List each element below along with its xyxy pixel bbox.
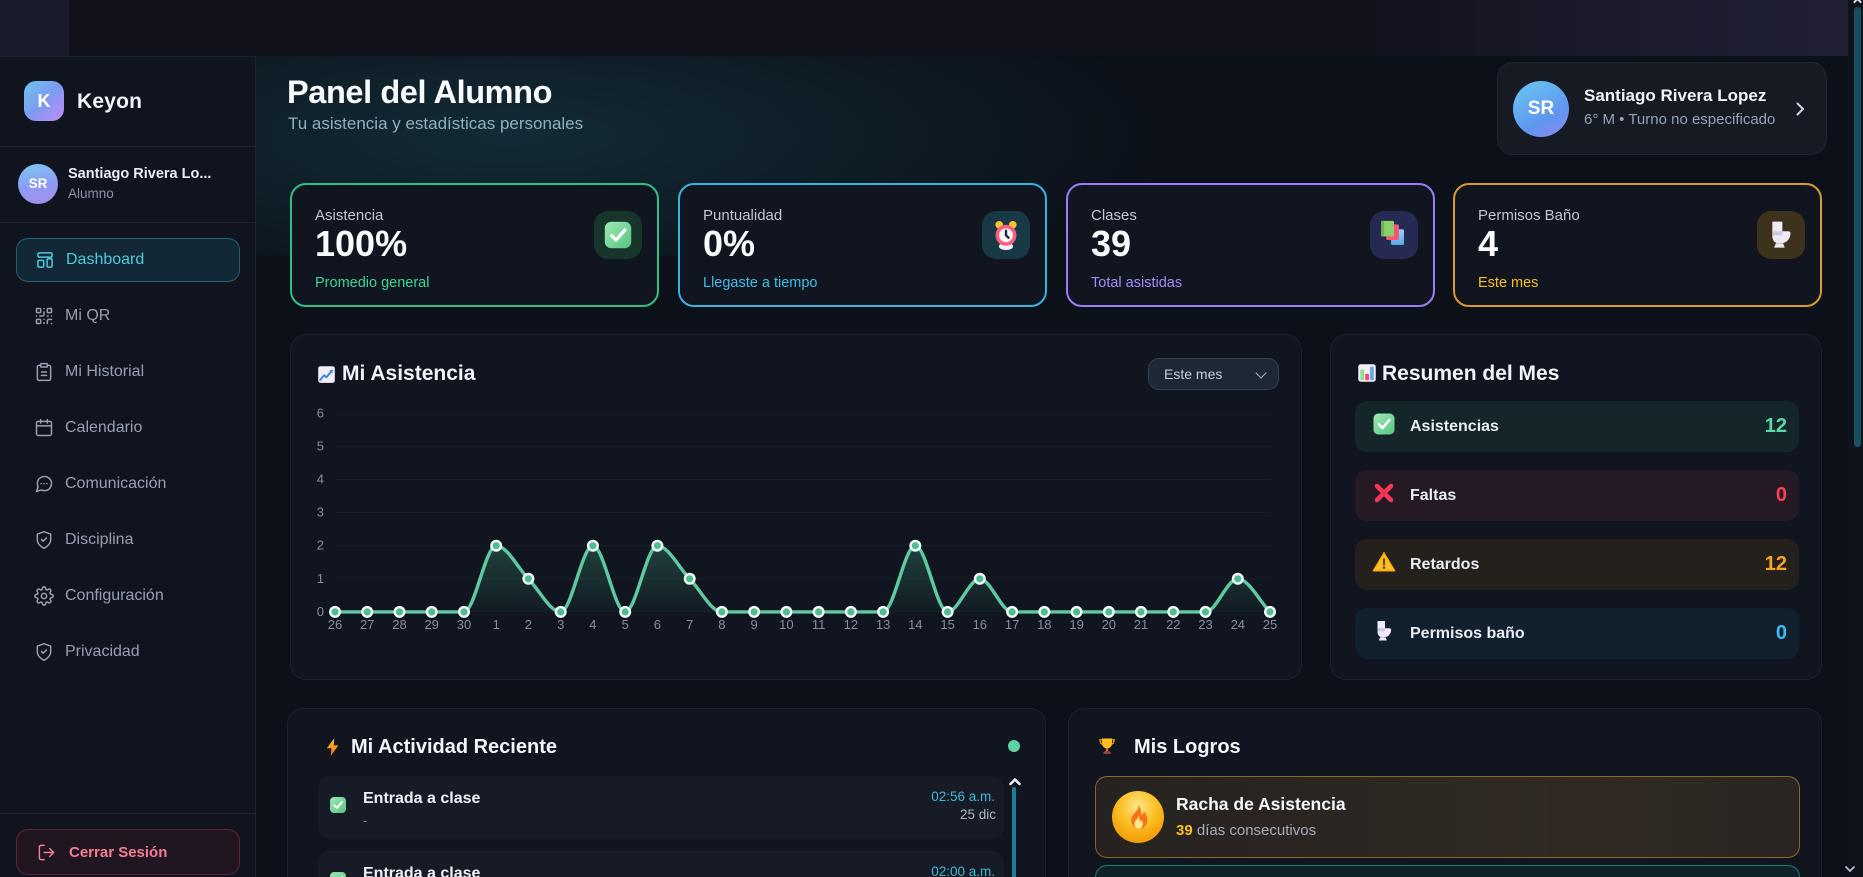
svg-text:17: 17 [1005,617,1019,632]
svg-text:19: 19 [1069,617,1083,632]
svg-text:3: 3 [557,617,564,632]
svg-text:1: 1 [493,617,500,632]
svg-text:1: 1 [317,571,324,586]
svg-text:27: 27 [360,617,374,632]
svg-text:25: 25 [1263,617,1277,632]
svg-text:4: 4 [317,472,324,487]
svg-text:9: 9 [750,617,757,632]
svg-text:23: 23 [1198,617,1212,632]
svg-text:12: 12 [844,617,858,632]
svg-text:20: 20 [1102,617,1116,632]
svg-text:2: 2 [317,538,324,553]
svg-text:8: 8 [718,617,725,632]
svg-text:16: 16 [973,617,987,632]
svg-text:29: 29 [424,617,438,632]
svg-text:30: 30 [457,617,471,632]
svg-text:22: 22 [1166,617,1180,632]
svg-text:24: 24 [1231,617,1245,632]
svg-text:18: 18 [1037,617,1051,632]
svg-text:6: 6 [317,405,324,420]
svg-text:14: 14 [908,617,922,632]
svg-text:28: 28 [392,617,406,632]
svg-text:5: 5 [622,617,629,632]
svg-text:11: 11 [812,617,826,632]
svg-text:13: 13 [876,617,890,632]
svg-text:4: 4 [589,617,596,632]
svg-text:6: 6 [654,617,661,632]
svg-text:5: 5 [317,438,324,453]
svg-text:10: 10 [779,617,793,632]
svg-text:0: 0 [317,604,324,619]
svg-text:21: 21 [1134,617,1148,632]
svg-text:7: 7 [686,617,693,632]
svg-text:26: 26 [328,617,342,632]
svg-text:2: 2 [525,617,532,632]
svg-text:15: 15 [940,617,954,632]
svg-text:3: 3 [317,505,324,520]
